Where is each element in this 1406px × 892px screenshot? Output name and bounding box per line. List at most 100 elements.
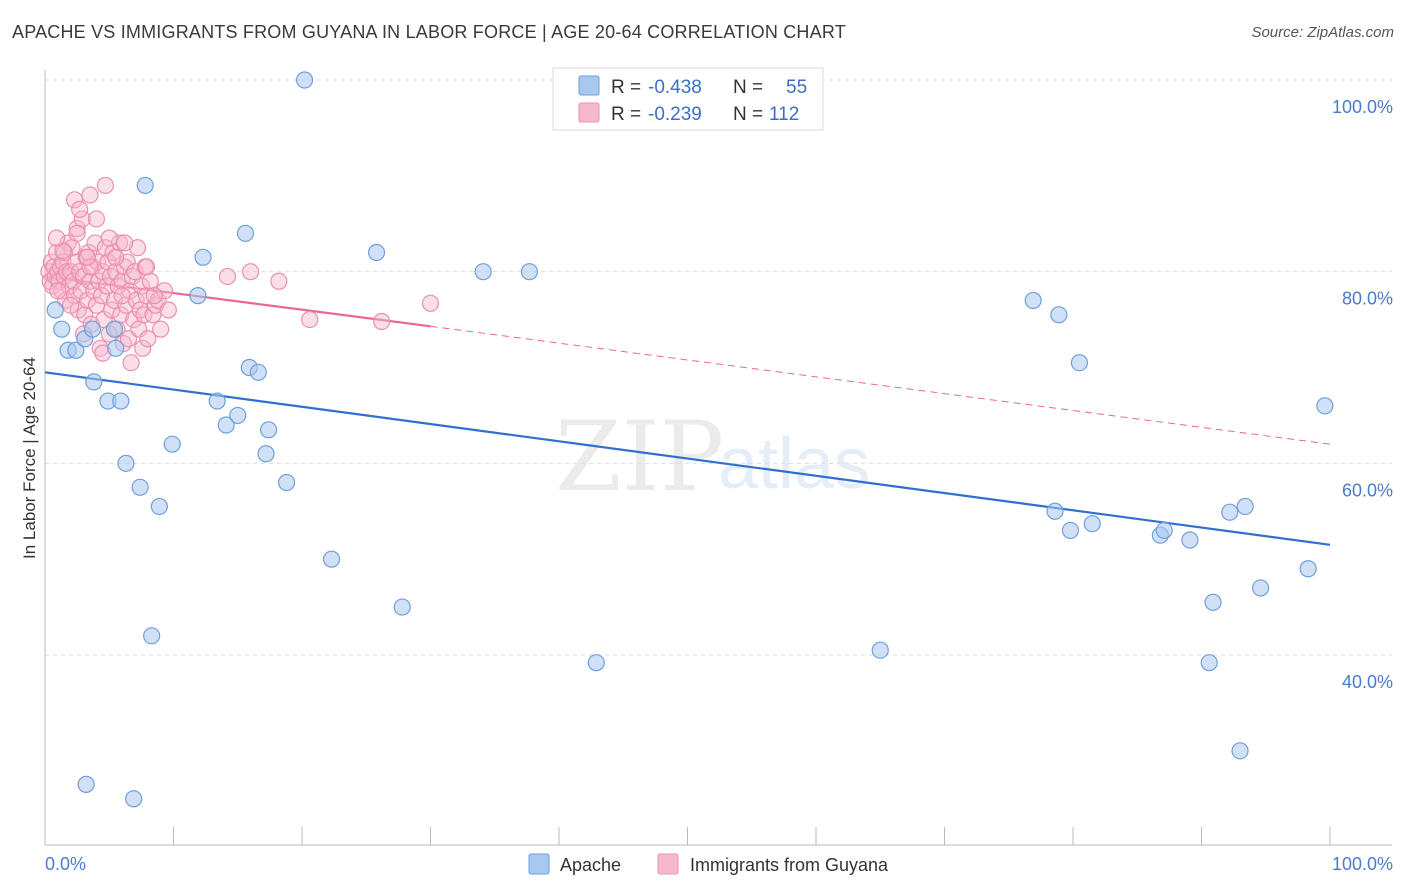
y-tick-labels: 40.0% 60.0% 80.0% 100.0% xyxy=(1332,97,1393,692)
guyana-point xyxy=(76,306,94,324)
apache-point xyxy=(217,416,235,434)
source-label: Source: ZipAtlas.com xyxy=(1251,24,1394,41)
guyana-point xyxy=(301,310,319,329)
apache-point xyxy=(1155,521,1173,540)
watermark-atlas: atlas xyxy=(718,424,870,504)
apache-point xyxy=(1061,521,1080,540)
guyana-point xyxy=(81,272,99,290)
y-tick-label: 60.0% xyxy=(1342,480,1393,500)
apache-point xyxy=(1252,579,1270,597)
guyana-point xyxy=(81,258,99,276)
apache-point xyxy=(322,550,341,568)
guyana-point xyxy=(159,301,177,319)
x-tick-label-max: 100.0% xyxy=(1332,854,1393,874)
apache-point xyxy=(474,263,492,281)
apache-point xyxy=(393,598,411,616)
apache-point xyxy=(77,775,95,793)
y-tick-label: 100.0% xyxy=(1332,97,1393,117)
guyana-point xyxy=(139,330,157,348)
apache-point xyxy=(107,339,125,357)
y-tick-label: 40.0% xyxy=(1342,672,1393,692)
apache-point xyxy=(259,421,278,439)
guyana-point xyxy=(71,200,89,218)
apache-point xyxy=(1070,354,1089,372)
guyana-point xyxy=(155,282,174,300)
bottom-legend-apache: Apache xyxy=(560,855,621,875)
apache-point xyxy=(229,406,247,425)
guyana-point xyxy=(68,224,86,242)
guyana-point xyxy=(137,258,156,276)
guyana-points xyxy=(40,176,440,372)
apache-point xyxy=(83,320,102,338)
guyana-point xyxy=(270,272,288,290)
apache-point xyxy=(1046,502,1064,520)
guyana-point xyxy=(145,287,163,305)
apache-point xyxy=(163,435,181,453)
apache-point xyxy=(46,301,64,319)
guyana-point xyxy=(96,176,114,195)
guyana-point xyxy=(100,229,118,247)
guyana-point xyxy=(373,312,391,331)
apache-point xyxy=(520,263,539,281)
apache-point xyxy=(277,473,296,492)
bottom-legend-swatch-apache xyxy=(528,853,550,875)
guyana-point xyxy=(62,296,80,314)
apache-point xyxy=(105,320,123,338)
apache-point xyxy=(117,454,135,472)
guyana-point xyxy=(87,296,106,314)
apache-point xyxy=(131,478,149,496)
guyana-point xyxy=(62,263,80,281)
apache-point xyxy=(1181,531,1199,549)
bottom-legend: Apache Immigrants from Guyana xyxy=(528,853,889,875)
legend-swatch-guyana xyxy=(578,102,600,123)
apache-point xyxy=(53,320,71,338)
apache-trend-line xyxy=(44,371,1331,546)
guyana-point xyxy=(78,248,97,266)
apache-point xyxy=(1200,654,1218,672)
guyana-point xyxy=(113,287,131,305)
bottom-legend-swatch-guyana xyxy=(657,853,679,875)
guyana-point xyxy=(65,191,84,209)
grid-lines xyxy=(45,79,1392,656)
guyana-point xyxy=(112,306,130,324)
apache-point xyxy=(587,654,605,672)
bottom-legend-guyana: Immigrants from Guyana xyxy=(690,855,889,875)
guyana-point xyxy=(92,287,111,305)
apache-point xyxy=(1236,497,1254,516)
axes xyxy=(44,70,1392,846)
y-tick-label: 80.0% xyxy=(1342,289,1393,309)
apache-point xyxy=(1299,560,1317,578)
apache-point xyxy=(136,176,154,195)
legend-r-label-apache: R = xyxy=(611,77,641,98)
x-tick-labels: 0.0% 100.0% xyxy=(45,854,1393,874)
guyana-point xyxy=(242,263,260,281)
legend-r-value-guyana: -0.239 xyxy=(648,104,702,125)
apache-point xyxy=(295,71,314,89)
legend-n-value-guyana: 112 xyxy=(769,104,799,125)
apache-point xyxy=(1231,742,1249,760)
apache-point xyxy=(257,445,275,463)
guyana-point xyxy=(81,186,99,204)
apache-point xyxy=(150,497,168,516)
guyana-point xyxy=(218,267,237,286)
legend-n-label-apache: N = xyxy=(733,77,763,98)
apache-point xyxy=(189,287,207,305)
apache-point xyxy=(249,363,267,381)
legend-swatch-apache xyxy=(578,75,600,96)
legend-n-label-guyana: N = xyxy=(733,104,763,125)
apache-point xyxy=(85,373,103,391)
legend-n-value-apache: 55 xyxy=(786,77,807,98)
apache-point xyxy=(236,224,255,242)
apache-point xyxy=(1204,593,1222,611)
guyana-point xyxy=(122,354,140,372)
apache-point xyxy=(367,243,386,262)
apache-point xyxy=(871,641,889,659)
apache-point xyxy=(143,627,161,645)
apache-point xyxy=(1083,515,1101,533)
apache-point xyxy=(1024,291,1042,310)
guyana-point xyxy=(107,248,125,266)
guyana-point xyxy=(68,219,86,238)
chart-title: APACHE VS IMMIGRANTS FROM GUYANA IN LABO… xyxy=(12,22,846,42)
watermark: ZIP atlas xyxy=(555,401,870,513)
